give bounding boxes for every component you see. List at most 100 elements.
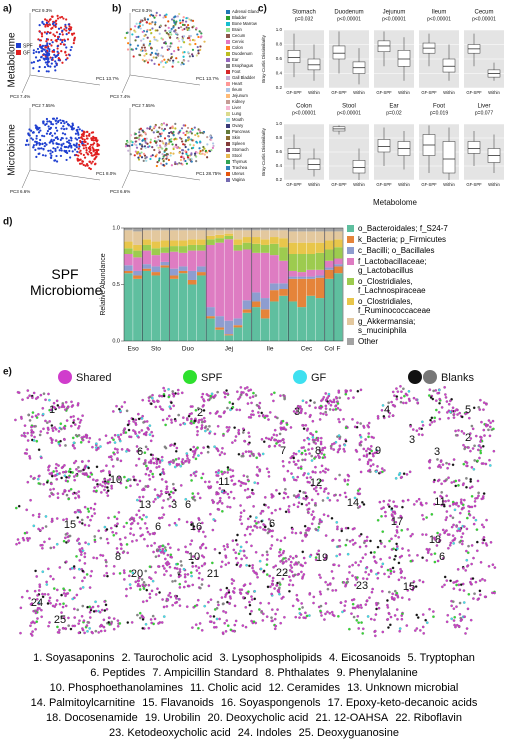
sample-point [48, 50, 51, 53]
network-node [262, 569, 266, 573]
network-node [138, 584, 142, 588]
network-node [415, 627, 419, 630]
network-node [78, 619, 81, 623]
network-node [26, 439, 30, 442]
network-node [304, 561, 307, 565]
network-node [452, 619, 456, 622]
network-node [452, 413, 456, 416]
network-node [228, 426, 231, 429]
network-node [246, 475, 249, 478]
network-node [324, 612, 327, 616]
network-node [126, 423, 130, 427]
network-node [215, 617, 219, 621]
network-node [191, 492, 195, 495]
network-node [436, 559, 440, 563]
sample-point [199, 152, 202, 156]
network-node [191, 561, 194, 565]
network-node [387, 401, 390, 405]
network-node [440, 406, 444, 409]
network-node [287, 583, 291, 587]
network-node [396, 525, 399, 529]
sample-point [178, 19, 182, 22]
sample-point [61, 132, 65, 135]
sample-point [57, 27, 61, 30]
network-node [41, 592, 44, 596]
legend-label: c_Bacilli; o_Bacillales [358, 246, 435, 255]
network-node [248, 532, 252, 536]
network-node [87, 466, 90, 470]
sample-point [201, 149, 204, 152]
sample-point [65, 54, 68, 57]
legend-swatch [226, 124, 230, 128]
network-node [50, 471, 54, 475]
network-node [43, 540, 46, 544]
network-node [23, 434, 26, 438]
network-node [479, 449, 482, 452]
network-node [358, 505, 362, 508]
x-tick-label: Within [353, 90, 365, 95]
sample-point [153, 36, 156, 39]
network-node [458, 511, 462, 515]
network-node [154, 555, 158, 559]
sample-point [70, 32, 74, 35]
network-node [77, 622, 80, 625]
network-node [279, 394, 282, 398]
network-node [49, 546, 53, 550]
sample-point [203, 153, 206, 156]
network-node [200, 420, 204, 424]
network-node [118, 407, 121, 411]
sample-point [62, 125, 65, 128]
network-node [353, 425, 357, 429]
network-node [383, 572, 386, 576]
network-node [416, 554, 419, 557]
axis [121, 74, 131, 94]
sample-point [149, 138, 152, 141]
network-node [482, 538, 486, 542]
sample-point [167, 26, 170, 29]
network-node [300, 602, 303, 605]
network-node [73, 576, 76, 579]
network-node [400, 614, 404, 617]
network-node [191, 497, 195, 501]
y-tick-label: 0.6 [276, 149, 283, 154]
network-node [167, 395, 171, 399]
network-node [73, 624, 77, 628]
network-node [62, 539, 66, 543]
bar-segment [315, 252, 325, 270]
network-node [229, 490, 233, 494]
network-node [133, 478, 136, 482]
compound: 13. Unknown microbial [347, 682, 459, 694]
bar-segment [133, 231, 142, 245]
network-node [305, 614, 309, 618]
network-node [160, 492, 163, 496]
network-node [106, 494, 110, 497]
sample-point [41, 134, 44, 137]
network-node [252, 569, 255, 573]
network-node [48, 398, 51, 402]
network-node [438, 397, 442, 401]
network-node [451, 516, 455, 520]
network-node [421, 625, 425, 629]
network-node [283, 396, 286, 399]
sample-point [79, 140, 82, 144]
network-node [386, 409, 390, 412]
network-node [253, 519, 257, 523]
network-node [124, 486, 128, 489]
network-node [44, 525, 48, 528]
network-node [447, 402, 451, 406]
network-node [474, 580, 478, 584]
network-node [172, 393, 176, 396]
network-node [65, 476, 68, 479]
network-node [467, 510, 471, 513]
network-node [207, 584, 211, 588]
facet-title: Liver [477, 104, 490, 110]
network-node [246, 402, 250, 405]
network-node [287, 557, 291, 561]
network-node [221, 446, 224, 450]
network-node [491, 419, 495, 423]
network-node [278, 432, 282, 436]
network-node [226, 600, 229, 604]
sample-point [143, 46, 146, 49]
sample-point [31, 138, 34, 141]
network-node [351, 563, 354, 567]
